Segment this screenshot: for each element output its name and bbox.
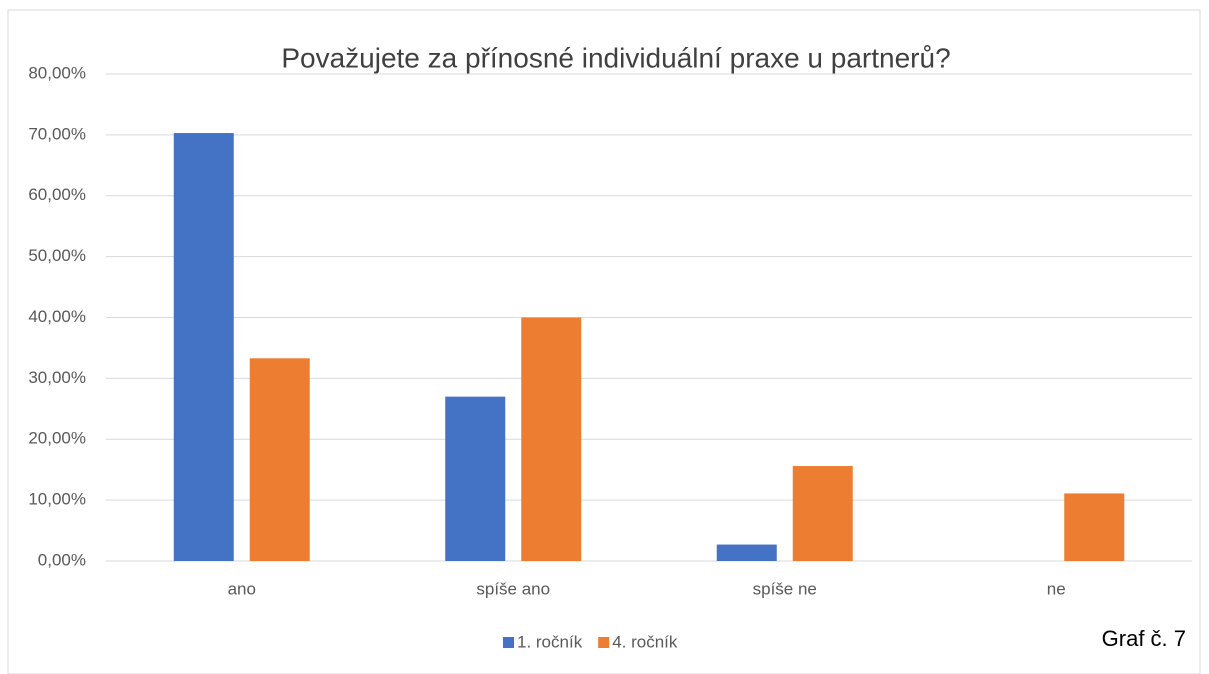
- legend-label: 4. ročník: [612, 632, 678, 651]
- legend-swatch: [503, 637, 514, 648]
- y-tick-label: 20,00%: [28, 429, 86, 448]
- x-tick-label: ano: [228, 579, 256, 598]
- x-tick-label: ne: [1047, 579, 1066, 598]
- x-tick-label: spíše ne: [753, 579, 817, 598]
- y-tick-label: 10,00%: [28, 490, 86, 509]
- y-tick-label: 60,00%: [28, 185, 86, 204]
- annotation: Graf č. 7: [1102, 626, 1186, 651]
- x-tick-label: spíše ano: [476, 579, 550, 598]
- y-tick-label: 70,00%: [28, 124, 86, 143]
- y-tick-label: 50,00%: [28, 246, 86, 265]
- y-tick-label: 30,00%: [28, 368, 86, 387]
- bar: [1064, 493, 1125, 561]
- bar: [249, 358, 310, 561]
- bar: [716, 544, 777, 561]
- bar: [173, 133, 234, 561]
- legend-label: 1. ročník: [517, 632, 583, 651]
- y-tick-label: 0,00%: [38, 550, 86, 569]
- bar: [445, 396, 506, 561]
- y-tick-label: 40,00%: [28, 307, 86, 326]
- chart-title: Považujete za přínosné individuální prax…: [281, 42, 950, 73]
- bar: [521, 317, 582, 561]
- bar: [792, 466, 853, 561]
- y-tick-label: 80,00%: [28, 63, 86, 82]
- legend-swatch: [598, 637, 610, 648]
